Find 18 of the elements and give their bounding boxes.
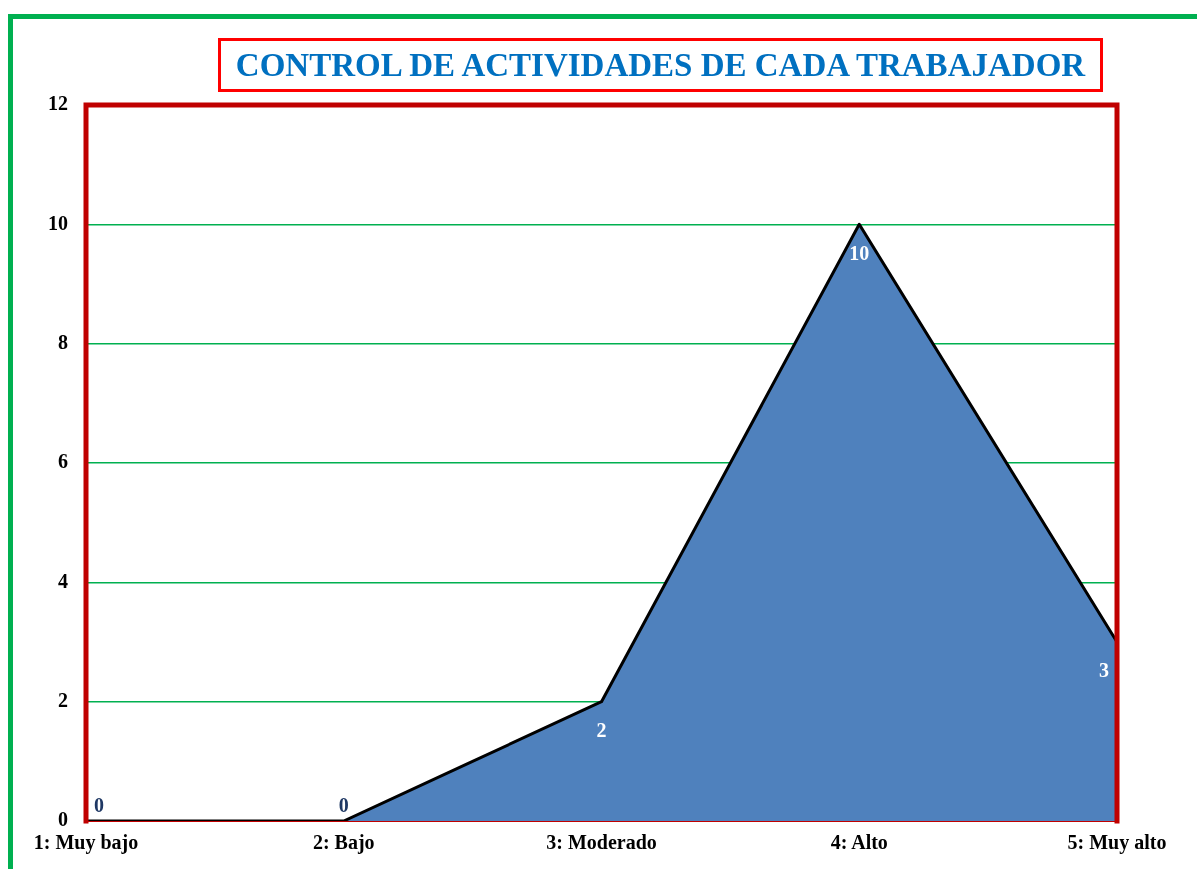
- data-label: 0: [338, 794, 349, 817]
- data-label: 10: [849, 241, 870, 264]
- data-label: 0: [94, 794, 104, 817]
- data-label: 2: [596, 718, 607, 741]
- y-tick-label: 0: [58, 808, 68, 831]
- y-tick-label: 8: [58, 330, 68, 353]
- chart-title: CONTROL DE ACTIVIDADES DE CADA TRABAJADOR: [218, 38, 1103, 92]
- x-tick-label: 5: Muy alto: [1067, 831, 1167, 855]
- y-tick-label: 4: [58, 569, 68, 592]
- data-label: 3: [1099, 659, 1109, 682]
- y-tick-label: 2: [58, 688, 68, 711]
- y-tick-label: 10: [48, 211, 68, 234]
- x-tick-label: 2: Bajo: [312, 831, 375, 855]
- x-tick-label: 1: Muy bajo: [33, 831, 139, 855]
- y-tick-label: 6: [58, 450, 68, 473]
- y-tick-label: 12: [48, 92, 68, 115]
- x-tick-label: 4: Alto: [830, 831, 888, 854]
- x-tick-label: 3: Moderado: [546, 831, 657, 854]
